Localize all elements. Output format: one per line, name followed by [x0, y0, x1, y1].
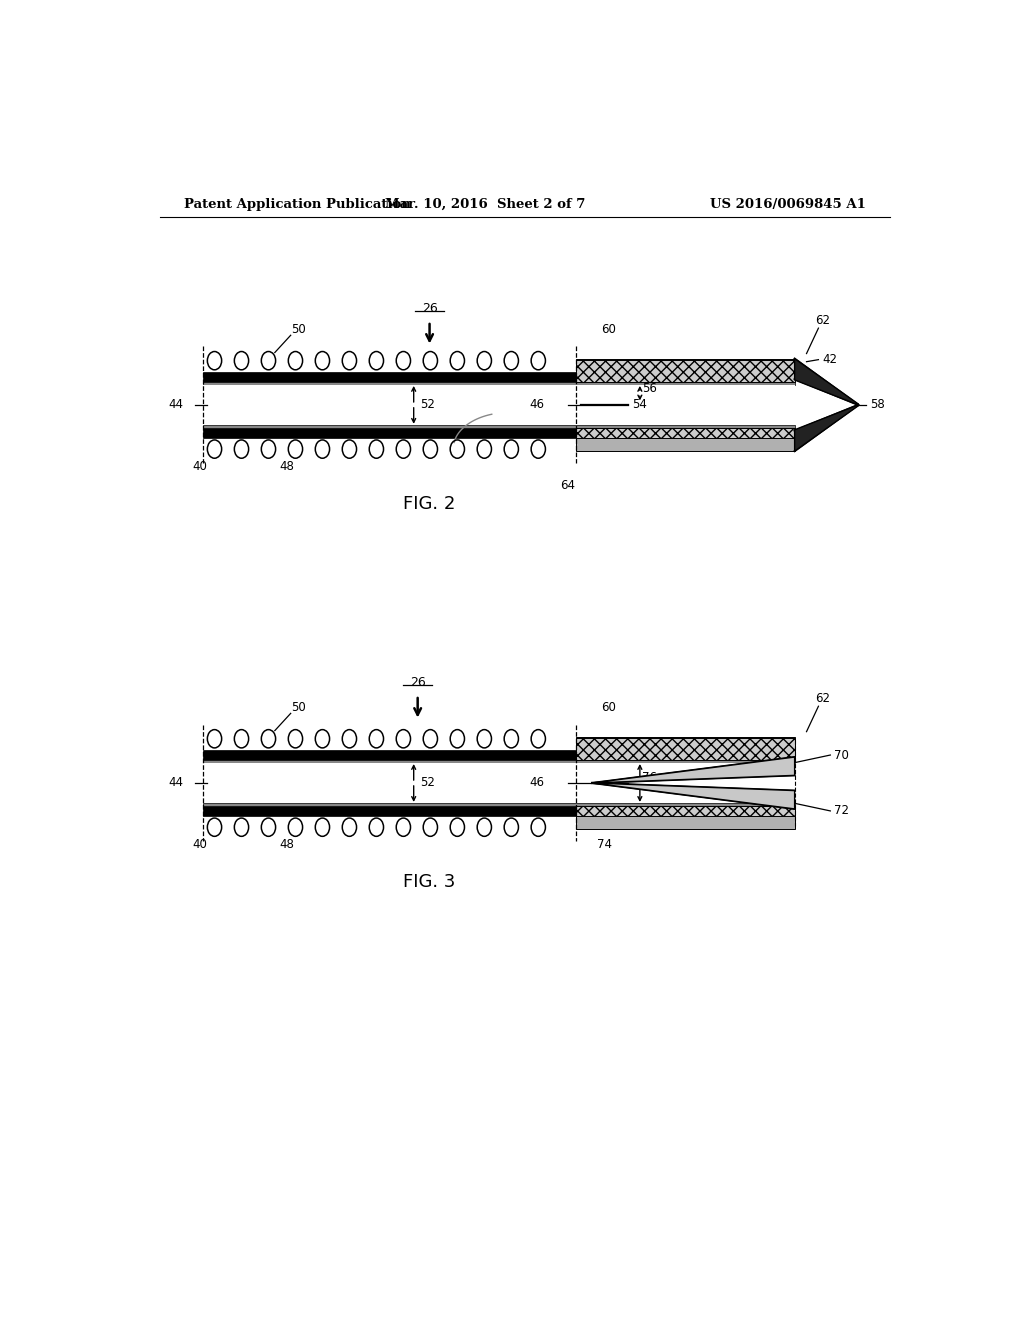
Text: Patent Application Publication: Patent Application Publication [183, 198, 411, 211]
Polygon shape [795, 405, 858, 451]
Text: 50: 50 [291, 322, 306, 335]
Text: FIG. 2: FIG. 2 [403, 495, 456, 513]
Text: 50: 50 [291, 701, 306, 714]
Bar [204, 428, 795, 438]
Bar [577, 738, 795, 760]
Text: US 2016/0069845 A1: US 2016/0069845 A1 [711, 198, 866, 211]
Bar [204, 760, 795, 763]
Text: 48: 48 [280, 459, 294, 473]
Text: 40: 40 [191, 838, 207, 851]
Text: 74: 74 [597, 838, 611, 851]
Text: 46: 46 [529, 776, 545, 789]
Text: 62: 62 [815, 692, 829, 705]
Text: 60: 60 [601, 701, 615, 714]
Text: 48: 48 [280, 838, 294, 851]
Text: 40: 40 [191, 459, 207, 473]
Text: 76: 76 [642, 771, 656, 784]
Bar [204, 803, 795, 805]
Text: 42: 42 [822, 354, 838, 366]
Text: 56: 56 [642, 381, 656, 395]
Text: 64: 64 [560, 479, 575, 492]
Text: 46: 46 [529, 399, 545, 412]
Bar [577, 428, 795, 450]
Bar [204, 381, 795, 385]
Text: 70: 70 [835, 748, 849, 762]
Bar [577, 816, 795, 829]
Text: 52: 52 [421, 399, 435, 412]
Bar [204, 763, 795, 803]
Text: 52: 52 [421, 776, 435, 789]
Text: 44: 44 [169, 776, 183, 789]
Bar [577, 438, 795, 451]
Text: 60: 60 [601, 322, 615, 335]
Bar [204, 385, 795, 425]
Polygon shape [795, 359, 858, 405]
Bar [577, 359, 795, 372]
Bar [204, 805, 795, 816]
Text: Mar. 10, 2016  Sheet 2 of 7: Mar. 10, 2016 Sheet 2 of 7 [385, 198, 586, 211]
Text: 44: 44 [169, 399, 183, 412]
Text: 54: 54 [632, 397, 647, 411]
Bar [204, 425, 795, 428]
Text: 58: 58 [870, 399, 885, 412]
Bar [577, 737, 795, 750]
Text: 26: 26 [410, 676, 426, 689]
Bar [577, 805, 795, 828]
Text: 72: 72 [835, 804, 849, 817]
Polygon shape [592, 783, 795, 809]
Polygon shape [592, 758, 795, 783]
Text: 26: 26 [422, 302, 437, 315]
Bar [577, 359, 795, 381]
Bar [204, 372, 795, 381]
Text: 62: 62 [815, 314, 829, 326]
Text: FIG. 3: FIG. 3 [403, 873, 456, 891]
Bar [204, 750, 795, 760]
